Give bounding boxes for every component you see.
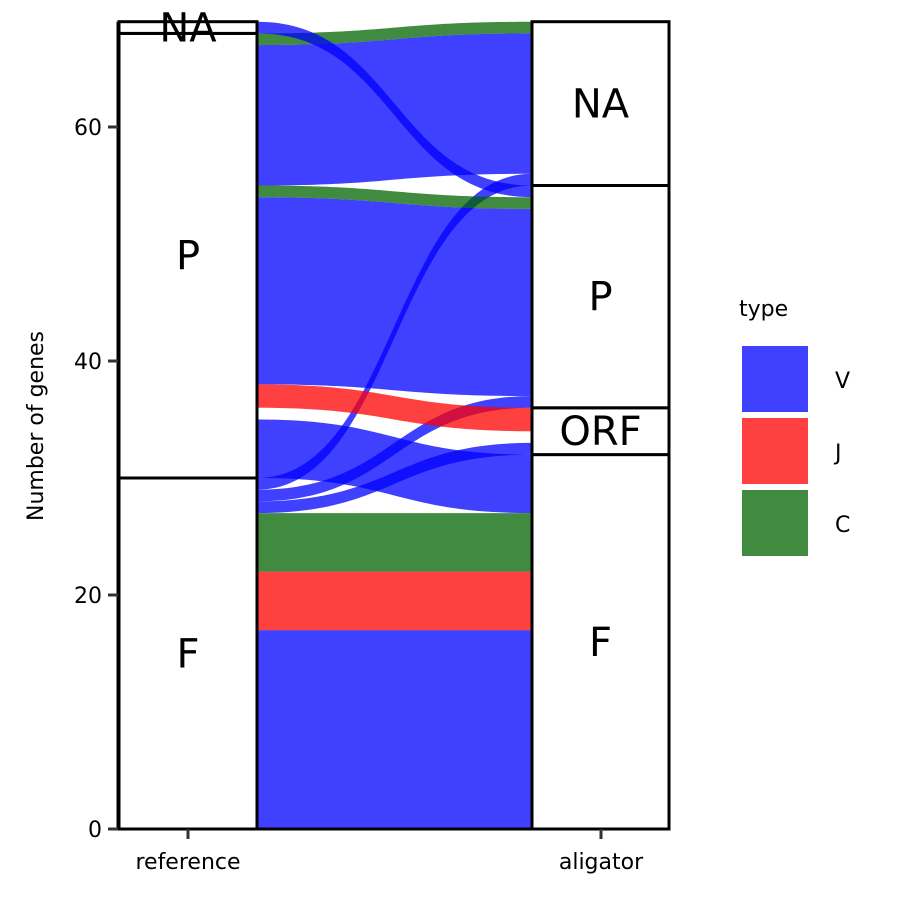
x-axis: reference aligator: [118, 827, 669, 875]
legend-label-v: V: [835, 369, 850, 394]
flow-j-7: [257, 384, 532, 432]
stratum-aligator-na: [530, 20, 671, 188]
stratum-label-aligator-orf: ORF: [559, 409, 641, 455]
legend-title: type: [739, 297, 788, 322]
stratum-reference-f: [117, 476, 259, 831]
legend-label-c: C: [835, 513, 850, 538]
flows-layer: [257, 21, 532, 829]
legend-swatch-c: [742, 490, 808, 556]
stratum-label-reference-p: P: [176, 234, 200, 280]
y-axis: 0 20 40 60: [74, 21, 120, 843]
strata-layer: F P NA F ORF P NA: [117, 6, 671, 831]
stratum-aligator-p: [530, 184, 671, 410]
stratum-label-aligator-f: F: [589, 620, 612, 666]
stratum-label-aligator-p: P: [588, 275, 612, 321]
stratum-reference-p: [117, 31, 259, 480]
flow-c-9: [257, 185, 532, 209]
stratum-label-reference-f: F: [176, 632, 199, 678]
stratum-aligator-orf: [530, 406, 671, 457]
legend: type V J C: [739, 297, 850, 556]
stratum-label-reference-na: NA: [159, 6, 217, 52]
x-tick-label-reference: reference: [135, 850, 240, 875]
x-tick-label-aligator: aligator: [559, 850, 644, 875]
flow-j-1: [257, 571, 532, 631]
y-tick-label-40: 40: [74, 350, 102, 375]
stratum-label-aligator-na: NA: [572, 82, 630, 128]
y-tick-label-20: 20: [74, 584, 102, 609]
y-tick-label-0: 0: [88, 818, 102, 843]
y-axis-title: Number of genes: [24, 331, 49, 521]
flow-c-2: [257, 513, 532, 572]
legend-swatch-v: [742, 346, 808, 412]
flow-v-12: [257, 21, 532, 198]
y-tick-label-60: 60: [74, 116, 102, 141]
flow-v-6: [257, 419, 532, 514]
legend-label-j: J: [833, 441, 842, 466]
flow-v-0: [257, 630, 532, 829]
flow-v-8: [257, 197, 532, 397]
legend-swatch-j: [742, 418, 808, 484]
